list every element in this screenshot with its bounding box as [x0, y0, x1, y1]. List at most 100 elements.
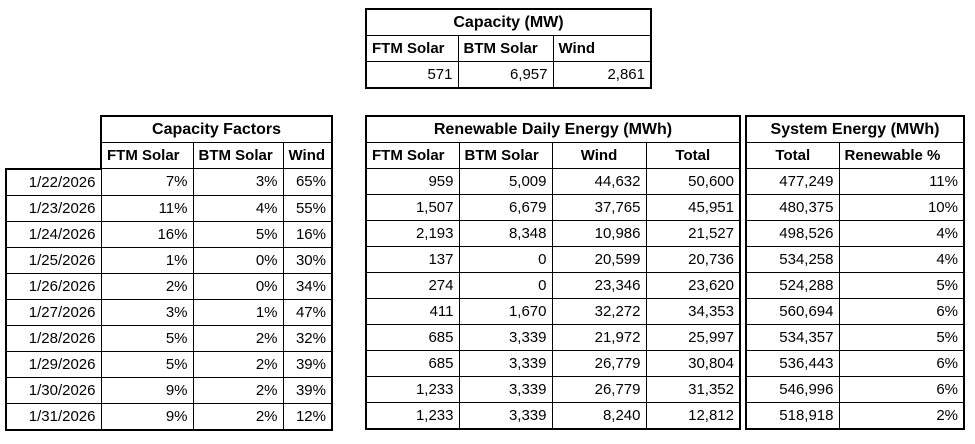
table-cell[interactable]: 2%: [100, 272, 194, 300]
table-cell[interactable]: 1%: [100, 246, 194, 274]
table-cell[interactable]: 274: [365, 272, 460, 299]
table-cell[interactable]: 1/28/2026: [5, 324, 102, 352]
column-header-renewable-pct[interactable]: Renewable %: [838, 142, 965, 169]
table-cell[interactable]: 0%: [192, 272, 284, 300]
table-cell[interactable]: 546,996: [745, 376, 840, 403]
table-cell[interactable]: 1/22/2026: [5, 167, 102, 196]
table-cell[interactable]: 536,443: [745, 350, 840, 377]
column-header-wind[interactable]: Wind: [551, 142, 647, 169]
column-header-wind[interactable]: Wind: [282, 142, 333, 169]
table-cell[interactable]: 685: [365, 350, 460, 377]
table-cell[interactable]: 1/26/2026: [5, 272, 102, 300]
table-cell[interactable]: 32%: [282, 324, 333, 352]
table-cell[interactable]: 2%: [192, 350, 284, 378]
table-cell[interactable]: 37,765: [551, 194, 647, 221]
table-cell[interactable]: 1/25/2026: [5, 246, 102, 274]
table-cell[interactable]: 16%: [282, 220, 333, 248]
table-cell[interactable]: 47%: [282, 298, 333, 326]
table-cell[interactable]: 7%: [100, 168, 194, 196]
table-cell[interactable]: 50,600: [645, 168, 741, 195]
table-cell[interactable]: 65%: [282, 168, 333, 196]
table-cell[interactable]: 26,779: [551, 376, 647, 403]
table-cell[interactable]: 1/31/2026: [5, 402, 102, 431]
column-header-total[interactable]: Total: [645, 142, 741, 169]
capacity-factors-title[interactable]: Capacity Factors: [100, 115, 333, 143]
table-cell[interactable]: 1/29/2026: [5, 350, 102, 378]
table-cell[interactable]: 2,861: [552, 61, 652, 89]
table-cell[interactable]: 6%: [838, 376, 965, 403]
table-cell[interactable]: 685: [365, 324, 460, 351]
table-cell[interactable]: 2%: [838, 402, 965, 430]
table-cell[interactable]: 0: [458, 246, 553, 273]
table-cell[interactable]: 1,670: [458, 298, 553, 325]
table-cell[interactable]: 44,632: [551, 168, 647, 195]
table-cell[interactable]: 3,339: [458, 350, 553, 377]
column-header-btm-solar[interactable]: BTM Solar: [192, 142, 284, 169]
table-cell[interactable]: 2%: [192, 324, 284, 352]
table-cell[interactable]: 12,812: [645, 402, 741, 430]
table-cell[interactable]: 12%: [282, 402, 333, 431]
table-cell[interactable]: 137: [365, 246, 460, 273]
table-cell[interactable]: 1/27/2026: [5, 298, 102, 326]
table-cell[interactable]: 1,233: [365, 376, 460, 403]
table-cell[interactable]: 31,352: [645, 376, 741, 403]
table-cell[interactable]: 477,249: [745, 168, 840, 195]
table-cell[interactable]: 21,527: [645, 220, 741, 247]
column-header-total[interactable]: Total: [745, 142, 840, 169]
table-cell[interactable]: 524,288: [745, 272, 840, 299]
table-cell[interactable]: 21,972: [551, 324, 647, 351]
table-cell[interactable]: 26,779: [551, 350, 647, 377]
table-cell[interactable]: 534,258: [745, 246, 840, 273]
table-cell[interactable]: 23,346: [551, 272, 647, 299]
table-cell[interactable]: 480,375: [745, 194, 840, 221]
table-cell[interactable]: 411: [365, 298, 460, 325]
table-cell[interactable]: 23,620: [645, 272, 741, 299]
table-cell[interactable]: 3,339: [458, 376, 553, 403]
table-cell[interactable]: 571: [365, 61, 459, 89]
column-header-btm-solar[interactable]: BTM Solar: [458, 142, 553, 169]
table-cell[interactable]: 34%: [282, 272, 333, 300]
table-cell[interactable]: 39%: [282, 350, 333, 378]
table-cell[interactable]: 4%: [192, 194, 284, 222]
table-cell[interactable]: 6,679: [458, 194, 553, 221]
table-cell[interactable]: 25,997: [645, 324, 741, 351]
table-cell[interactable]: 1%: [192, 298, 284, 326]
table-cell[interactable]: 1,507: [365, 194, 460, 221]
table-cell[interactable]: 2%: [192, 376, 284, 404]
table-cell[interactable]: 9%: [100, 402, 194, 431]
table-cell[interactable]: 959: [365, 168, 460, 195]
table-cell[interactable]: 518,918: [745, 402, 840, 430]
table-cell[interactable]: 1/23/2026: [5, 194, 102, 222]
table-cell[interactable]: 2%: [192, 402, 284, 431]
table-cell[interactable]: 3,339: [458, 402, 553, 430]
table-cell[interactable]: 5%: [100, 350, 194, 378]
table-cell[interactable]: 32,272: [551, 298, 647, 325]
table-cell[interactable]: 10,986: [551, 220, 647, 247]
table-cell[interactable]: 534,357: [745, 324, 840, 351]
table-cell[interactable]: 6%: [838, 350, 965, 377]
table-cell[interactable]: 11%: [838, 168, 965, 195]
table-cell[interactable]: 39%: [282, 376, 333, 404]
table-cell[interactable]: 8,348: [458, 220, 553, 247]
table-cell[interactable]: 5%: [192, 220, 284, 248]
table-cell[interactable]: 30,804: [645, 350, 741, 377]
table-cell[interactable]: 4%: [838, 220, 965, 247]
table-cell[interactable]: 1/30/2026: [5, 376, 102, 404]
table-cell[interactable]: 0: [458, 272, 553, 299]
table-cell[interactable]: 11%: [100, 194, 194, 222]
table-cell[interactable]: 30%: [282, 246, 333, 274]
table-cell[interactable]: 20,599: [551, 246, 647, 273]
table-cell[interactable]: 16%: [100, 220, 194, 248]
table-cell[interactable]: 2,193: [365, 220, 460, 247]
table-cell[interactable]: 6%: [838, 298, 965, 325]
table-cell[interactable]: 5%: [100, 324, 194, 352]
table-cell[interactable]: 9%: [100, 376, 194, 404]
system-energy-title[interactable]: System Energy (MWh): [745, 115, 965, 143]
table-cell[interactable]: 8,240: [551, 402, 647, 430]
table-cell[interactable]: 5,009: [458, 168, 553, 195]
column-header-wind[interactable]: Wind: [552, 35, 652, 62]
table-cell[interactable]: 560,694: [745, 298, 840, 325]
table-cell[interactable]: 6,957: [457, 61, 554, 89]
table-cell[interactable]: 45,951: [645, 194, 741, 221]
column-header-ftm-solar[interactable]: FTM Solar: [365, 35, 459, 62]
